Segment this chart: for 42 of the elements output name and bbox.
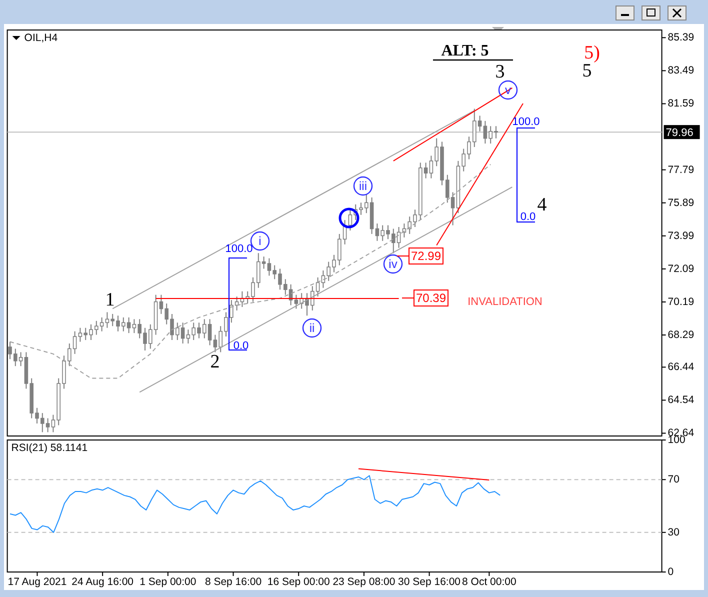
y-tick-label: 83.49 [668,64,694,77]
line-series [10,475,501,533]
annotation: 5 [582,60,592,82]
annotation: iv [388,257,398,271]
y-tick-label: 85.39 [668,32,694,44]
y-tick-label: 81.59 [668,98,694,110]
x-tick-label: 16 Sep 00:00 [267,576,330,588]
x-tick-label: 23 Sep 08:00 [332,576,396,588]
x-tick-label: 1 Sep 00:00 [140,576,196,588]
y-tick-label: 73.99 [668,230,694,242]
y-tick-label: 77.79 [668,164,694,176]
x-tick-label: 8 Sep 16:00 [204,576,262,588]
annotation: 1 [105,290,115,310]
annotation: 4 [537,194,548,216]
y-tick-label: 68.29 [668,328,694,341]
annotation: 3 [495,62,505,82]
x-tick-label: 17 Aug 2021 [8,576,67,588]
annotation: 2 [210,352,220,372]
annotation: ii [309,321,315,335]
y-tick-label: 30 [668,526,680,538]
annotation: 5) [584,42,600,64]
annotation: 0.0 [520,211,536,223]
x-tick-label: 8 Oct 00:00 [462,576,516,588]
annotation: 100.0 [512,116,540,128]
x-tick-label: 30 Sep 16:00 [398,576,461,588]
y-tick-label: 75.89 [668,196,694,209]
annotation: 0.0 [233,340,249,352]
y-tick-label: 70.19 [668,296,694,308]
y-tick-label: 0 [668,566,674,578]
annotation: i [258,234,262,248]
x-tick-label: 24 Aug 16:00 [72,576,134,588]
y-tick-label: 72.09 [668,262,694,275]
annotation: INVALIDATION [468,296,542,308]
annotation: 100.0 [225,243,253,255]
chart-title: RSI(21) 58.1141 [11,442,88,454]
y-tick-label: 70 [668,474,680,486]
annotation: iii [359,179,367,193]
y-tick-label: 66.44 [668,361,694,374]
chart-title: OIL,H4 [24,32,58,44]
y-tick-label: 64.54 [668,394,694,406]
ref-line-label: 79.96 [666,127,694,140]
annotation: ALT: 5 [441,42,489,60]
